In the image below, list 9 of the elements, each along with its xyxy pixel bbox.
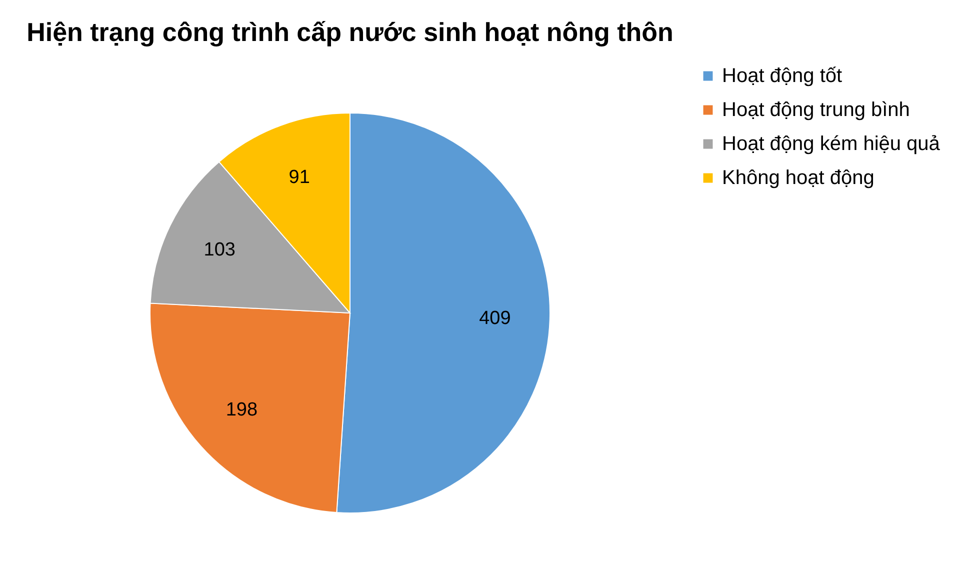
legend-label: Không hoạt động: [722, 167, 874, 189]
data-label: 103: [204, 240, 236, 261]
legend-label: Hoạt động trung bình: [722, 99, 910, 121]
chart-title: Hiện trạng công trình cấp nước sinh hoạt nông thôn: [26, 17, 674, 47]
data-label: 198: [226, 399, 258, 420]
data-label: 91: [288, 167, 310, 188]
legend-label: Hoạt động tốt: [722, 65, 843, 87]
data-label: 409: [479, 308, 511, 329]
legend-label: Hoạt động kém hiệu quả: [722, 133, 941, 155]
